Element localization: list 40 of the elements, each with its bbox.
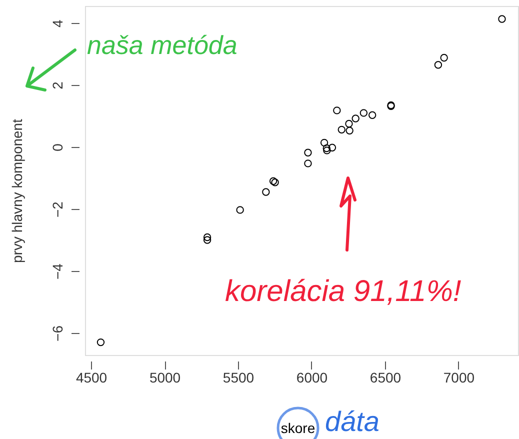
x-tick-label: 5500 — [222, 370, 254, 386]
x-tick-label: 6000 — [296, 370, 328, 386]
point — [333, 106, 341, 114]
point — [322, 144, 330, 152]
point — [440, 54, 448, 62]
point — [269, 177, 278, 185]
point — [328, 144, 336, 152]
y-tick-label: −4 — [50, 263, 66, 280]
point — [352, 114, 360, 122]
point — [498, 15, 506, 23]
point — [360, 109, 368, 117]
x-tick-label: 4500 — [76, 370, 108, 386]
annotation: naša metóda — [87, 30, 238, 60]
point — [304, 160, 312, 168]
point — [338, 126, 346, 134]
x-tick-label: 6500 — [370, 370, 402, 386]
point — [271, 178, 279, 186]
annotation: korelácia 91,11%! — [225, 275, 462, 308]
point — [346, 126, 354, 134]
point — [262, 188, 270, 196]
y-tick-label: −2 — [50, 201, 66, 218]
point — [434, 61, 442, 69]
text: dáta — [325, 406, 380, 437]
x-tick-label: 7000 — [443, 370, 475, 386]
point — [345, 120, 353, 128]
y-tick-label: 0 — [50, 143, 66, 152]
y-tick-label: −6 — [50, 325, 66, 342]
point — [96, 338, 105, 346]
y-tick-label: 4 — [50, 19, 66, 28]
point — [203, 233, 212, 242]
point — [304, 148, 312, 156]
x-tick-label: 5000 — [149, 370, 181, 386]
point — [203, 236, 212, 244]
point — [323, 146, 331, 154]
y-axis-title: prvy hlavny komponent — [9, 118, 25, 263]
point — [368, 111, 376, 119]
x-axis-title: skore — [280, 420, 316, 436]
point — [320, 138, 328, 147]
point — [236, 206, 244, 214]
y-tick-label: 2 — [50, 81, 66, 90]
